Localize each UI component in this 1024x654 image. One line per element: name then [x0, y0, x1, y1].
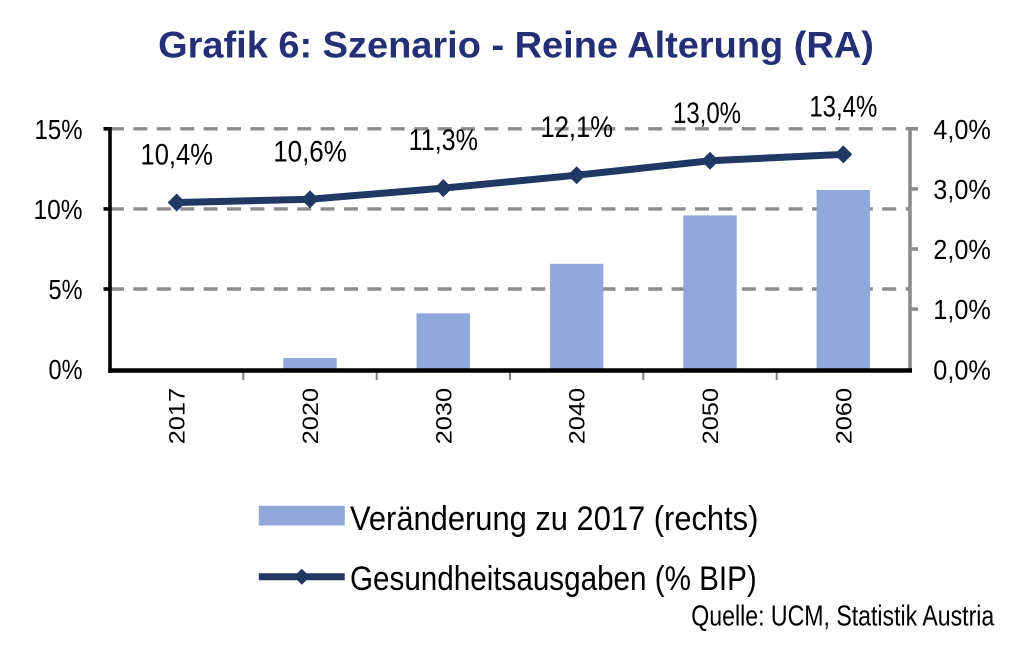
svg-text:2060: 2060	[833, 388, 857, 444]
svg-text:Gesundheitsausgaben (% BIP): Gesundheitsausgaben (% BIP)	[350, 559, 757, 597]
svg-text:3,0%: 3,0%	[933, 174, 991, 206]
svg-text:10%: 10%	[34, 193, 83, 225]
svg-text:Grafik 6: Szenario - Reine Alt: Grafik 6: Szenario - Reine Alterung (RA)	[158, 24, 874, 65]
svg-text:10,4%: 10,4%	[141, 138, 213, 171]
svg-text:2030: 2030	[433, 388, 457, 444]
svg-text:4,0%: 4,0%	[933, 114, 991, 146]
svg-text:1,0%: 1,0%	[933, 294, 991, 326]
svg-text:2,0%: 2,0%	[933, 234, 991, 266]
svg-text:0,0%: 0,0%	[933, 354, 991, 386]
svg-text:10,6%: 10,6%	[273, 135, 346, 168]
svg-text:Veränderung zu 2017 (rechts): Veränderung zu 2017 (rechts)	[350, 500, 758, 538]
svg-text:0%: 0%	[49, 355, 83, 385]
svg-text:2040: 2040	[566, 388, 590, 444]
svg-text:13,0%: 13,0%	[673, 95, 741, 129]
svg-text:2017: 2017	[166, 388, 190, 444]
svg-text:5%: 5%	[49, 275, 83, 305]
svg-text:15%: 15%	[35, 113, 83, 145]
svg-text:2020: 2020	[299, 388, 323, 444]
svg-text:Quelle: UCM, Statistik Austria: Quelle: UCM, Statistik Austria	[691, 599, 994, 632]
svg-text:2050: 2050	[699, 388, 723, 444]
svg-text:13,4%: 13,4%	[809, 89, 877, 123]
svg-text:11,3%: 11,3%	[409, 123, 478, 157]
svg-text:12,1%: 12,1%	[541, 110, 613, 143]
